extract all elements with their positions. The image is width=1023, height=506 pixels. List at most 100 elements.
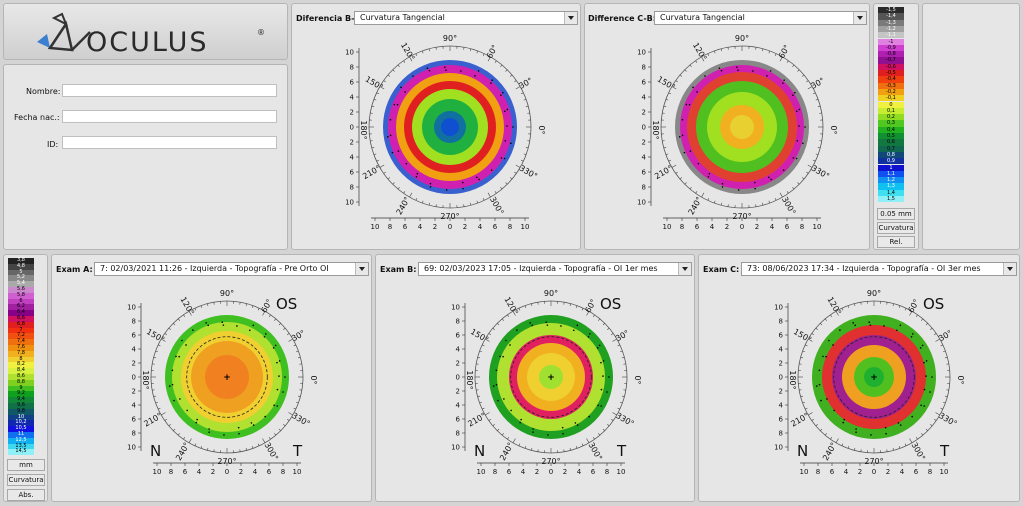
data-gap-dot xyxy=(265,333,267,335)
angle-tick xyxy=(804,407,808,410)
data-gap-dot xyxy=(707,175,710,178)
id-field[interactable] xyxy=(62,136,277,149)
chevron-down-icon[interactable] xyxy=(853,12,866,24)
angle-label: 0° xyxy=(633,375,642,384)
temporal-label: T xyxy=(617,442,627,460)
data-gap-dot xyxy=(766,74,768,77)
data-gap-dot xyxy=(236,325,238,327)
x-tick-label: 0 xyxy=(872,468,876,476)
name-field[interactable] xyxy=(62,84,277,97)
x-tick-label: 10 xyxy=(153,468,162,476)
center-cross-icon: + xyxy=(223,373,231,383)
data-gap-dot xyxy=(576,424,579,426)
angle-label: 90° xyxy=(735,34,749,43)
chevron-down-icon[interactable] xyxy=(355,263,368,275)
data-gap-dot xyxy=(520,418,522,421)
scale-chip: 3,8 xyxy=(8,257,34,264)
curvature-mode-button[interactable]: Curvatura xyxy=(877,222,915,234)
data-gap-dot xyxy=(818,383,821,386)
data-gap-dot xyxy=(248,329,251,332)
angle-tick xyxy=(802,350,806,353)
unit-button[interactable]: mm xyxy=(7,459,45,471)
angle-label: 90° xyxy=(443,34,457,43)
data-gap-dot xyxy=(929,391,931,393)
data-gap-dot xyxy=(263,335,266,338)
angle-tick xyxy=(921,433,924,436)
data-gap-dot xyxy=(495,383,498,386)
y-tick-label: 4 xyxy=(642,154,647,162)
step-button[interactable]: 0.05 mm xyxy=(877,208,915,220)
angle-tick xyxy=(569,447,571,451)
exam-b-select[interactable]: 69: 02/03/2023 17:05 - Izquierda - Topog… xyxy=(418,262,692,276)
x-tick-label: 4 xyxy=(710,223,715,231)
scale-chip: 4,8 xyxy=(8,263,34,270)
data-gap-dot xyxy=(754,181,756,184)
x-tick-label: 8 xyxy=(169,468,173,476)
angle-label: 30° xyxy=(937,328,954,343)
diff-cb-select[interactable]: Curvatura Tangencial xyxy=(654,11,867,25)
topography-map-svg: 90° 60° 30° 0° 330° 300° 270° 240° 210° 180° 150° 1… xyxy=(345,34,546,231)
data-gap-dot xyxy=(692,86,694,89)
angle-label: 300° xyxy=(586,441,603,462)
angle-tick xyxy=(485,338,490,342)
angle-tick xyxy=(663,105,667,107)
data-gap-dot xyxy=(576,324,579,327)
exam-c-select[interactable]: 73: 08/06/2023 17:34 - Izquierda - Topog… xyxy=(741,262,1017,276)
curvature-mode-button-abs[interactable]: Curvatura xyxy=(7,474,45,486)
angle-tick xyxy=(695,60,698,63)
angle-tick xyxy=(531,447,533,451)
chevron-down-icon[interactable] xyxy=(564,12,577,24)
y-tick-label: 2 xyxy=(456,360,460,368)
data-gap-dot xyxy=(560,325,562,327)
angle-tick xyxy=(800,395,804,397)
y-tick-label: 4 xyxy=(642,94,647,102)
angle-tick xyxy=(598,433,601,436)
angle-label: 150° xyxy=(656,75,677,92)
chevron-down-icon[interactable] xyxy=(678,263,691,275)
relative-scale-button[interactable]: Rel. xyxy=(877,236,915,248)
angle-label: 60° xyxy=(906,298,921,315)
angle-tick xyxy=(854,447,856,451)
data-gap-dot xyxy=(899,424,902,426)
angle-tick xyxy=(470,202,472,206)
angle-tick xyxy=(586,311,590,316)
y-tick-label: 8 xyxy=(642,64,646,72)
diff-ba-select[interactable]: Curvatura Tangencial xyxy=(354,11,578,25)
data-gap-dot xyxy=(396,103,399,106)
y-tick-label: 4 xyxy=(350,94,355,102)
x-tick-label: 10 xyxy=(940,468,949,476)
data-gap-dot xyxy=(562,432,564,435)
absolute-scale-button[interactable]: Abs. xyxy=(7,489,45,501)
data-gap-dot xyxy=(796,139,799,142)
data-gap-dot xyxy=(284,376,286,378)
angle-tick xyxy=(283,424,286,427)
angle-tick xyxy=(820,428,823,431)
angle-tick xyxy=(371,147,375,149)
angle-tick xyxy=(581,307,584,311)
data-gap-dot xyxy=(735,66,738,69)
data-gap-dot xyxy=(223,434,225,436)
angle-tick xyxy=(904,307,907,311)
angle-tick xyxy=(164,333,167,336)
angle-tick xyxy=(518,443,521,447)
chevron-down-icon[interactable] xyxy=(1003,263,1016,275)
data-gap-dot xyxy=(274,344,277,347)
angle-tick xyxy=(679,74,683,77)
y-tick-label: 8 xyxy=(779,430,783,438)
scale-chip: -0,6 xyxy=(878,63,904,70)
dob-field[interactable] xyxy=(62,110,277,123)
data-gap-dot xyxy=(509,344,511,346)
angle-tick xyxy=(283,327,286,330)
angle-tick xyxy=(779,192,783,198)
exam-a-select[interactable]: 7: 02/03/2021 11:26 - Izquierda - Topogr… xyxy=(94,262,369,276)
data-gap-dot xyxy=(737,189,740,191)
scale-chip: -0,9 xyxy=(878,44,904,52)
angle-tick xyxy=(602,428,605,431)
angle-tick xyxy=(802,401,806,404)
angle-label: 240° xyxy=(687,195,704,216)
angle-tick xyxy=(774,198,777,201)
angle-label: 30° xyxy=(517,76,534,91)
angle-label: 60° xyxy=(259,298,274,315)
angle-label: 90° xyxy=(544,289,558,298)
data-gap-dot xyxy=(588,415,591,418)
